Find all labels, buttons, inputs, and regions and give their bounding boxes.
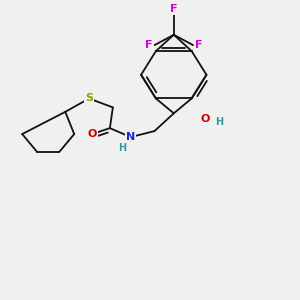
Text: F: F — [170, 4, 178, 14]
Text: O: O — [87, 129, 97, 139]
Text: O: O — [200, 114, 210, 124]
Text: F: F — [195, 40, 202, 50]
Text: N: N — [126, 132, 135, 142]
Text: F: F — [146, 40, 153, 50]
Text: H: H — [118, 143, 127, 153]
Text: S: S — [85, 94, 93, 103]
Text: H: H — [215, 117, 223, 127]
